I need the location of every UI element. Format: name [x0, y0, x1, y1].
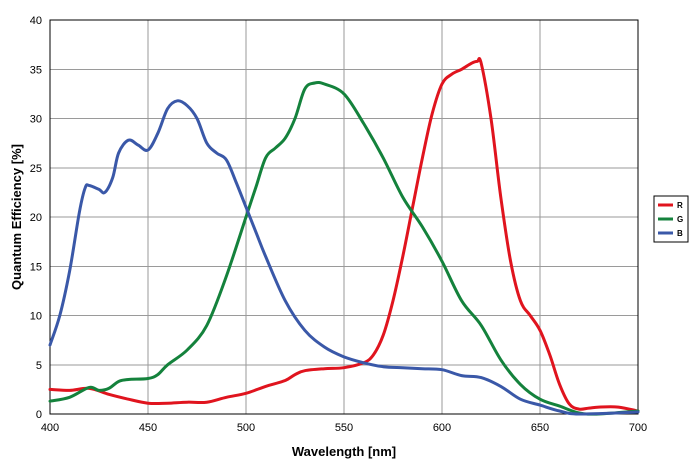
- legend: RGB: [653, 195, 689, 243]
- plot-area-border: [49, 19, 639, 415]
- legend-label-b: B: [677, 229, 683, 238]
- y-tick-label: 40: [30, 15, 42, 27]
- x-tick-label: 550: [335, 422, 353, 434]
- y-tick-label: 10: [30, 311, 42, 323]
- x-tick-label: 450: [139, 422, 157, 434]
- x-tick-label: 500: [237, 422, 255, 434]
- y-tick-label: 5: [36, 360, 42, 372]
- series-lines: [48, 57, 640, 416]
- legend-label-r: R: [677, 201, 683, 210]
- x-axis-ticks: 400 450 500 550 600 650 700: [41, 422, 647, 434]
- y-axis-title: Quantum Efficiency [%]: [9, 144, 24, 290]
- y-tick-label: 0: [36, 409, 42, 421]
- x-tick-label: 400: [41, 422, 59, 434]
- y-tick-label: 25: [30, 163, 42, 175]
- x-tick-label: 650: [531, 422, 549, 434]
- series-line-r: [48, 57, 640, 413]
- x-axis-title: Wavelength [nm]: [292, 444, 396, 459]
- y-tick-label: 30: [30, 114, 42, 126]
- series-line-b: [48, 99, 640, 416]
- x-tick-label: 700: [629, 422, 647, 434]
- x-tick-label: 600: [433, 422, 451, 434]
- legend-label-g: G: [677, 215, 683, 224]
- y-tick-label: 15: [30, 261, 42, 273]
- y-tick-label: 35: [30, 64, 42, 76]
- gridlines: [49, 19, 639, 415]
- y-tick-label: 20: [30, 212, 42, 224]
- series-line-g: [48, 80, 640, 416]
- y-axis-ticks: 0 5 10 15 20 25 30 35 40: [30, 15, 42, 421]
